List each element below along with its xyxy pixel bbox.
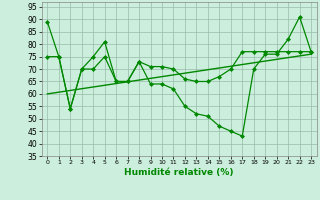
X-axis label: Humidité relative (%): Humidité relative (%): [124, 168, 234, 177]
